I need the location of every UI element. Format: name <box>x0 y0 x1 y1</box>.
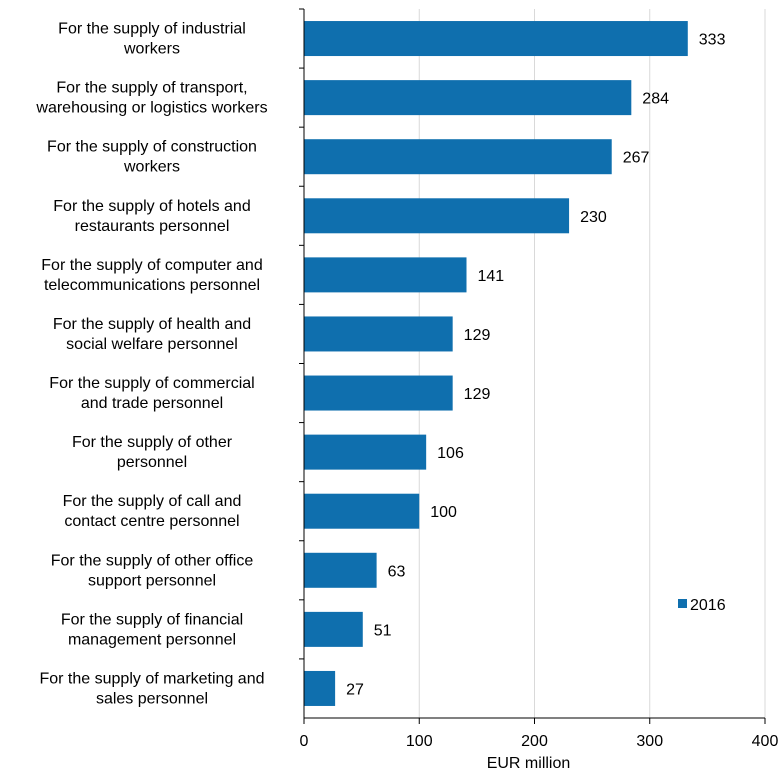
bar-10 <box>304 552 377 588</box>
bar-6 <box>304 316 453 352</box>
category-labels: For the supply of industrial workers For t… <box>35 21 267 708</box>
category-label-8: For the supply of other personnel <box>72 434 233 471</box>
data-label-4: 230 <box>580 209 607 226</box>
data-label-3: 267 <box>623 150 650 167</box>
bar-2 <box>304 80 632 116</box>
category-label-2: For the supply of transport, warehousing … <box>35 80 267 117</box>
x-tick-label-300: 300 <box>636 733 663 750</box>
bar-5 <box>304 257 467 293</box>
category-label-5: For the supply of computer and telecommun… <box>41 257 262 294</box>
data-label-1: 333 <box>699 32 726 49</box>
data-label-6: 129 <box>464 327 491 344</box>
data-label-9: 100 <box>430 504 457 521</box>
x-axis: 0 100 200 300 400 <box>299 8 779 750</box>
bar-3 <box>304 139 612 175</box>
category-label-10: For the supply of other office support pe… <box>51 552 254 589</box>
category-label-4: For the supply of hotels and restaurants … <box>53 198 250 235</box>
data-label-8: 106 <box>437 445 464 462</box>
bar-1 <box>304 21 688 57</box>
data-label-7: 129 <box>464 386 491 403</box>
legend: 2016 <box>678 597 726 614</box>
grid-lines <box>418 9 766 718</box>
data-labels: 333 284 267 230 141 129 129 106 100 63 51 27 <box>346 32 725 699</box>
data-label-5: 141 <box>478 268 505 285</box>
category-label-7: For the supply of commercial and trade pe… <box>49 375 254 412</box>
category-label-11: For the supply of financial management pe… <box>61 611 243 648</box>
x-axis-title: EUR million <box>487 755 571 772</box>
x-tick-label-400: 400 <box>752 733 779 750</box>
x-tick-label-0: 0 <box>300 733 309 750</box>
x-tick-label-200: 200 <box>521 733 548 750</box>
category-label-3: For the supply of construction workers <box>47 139 257 176</box>
category-label-6: For the supply of health and social welfa… <box>53 316 251 353</box>
bar-8 <box>304 434 427 470</box>
category-label-12: For the supply of marketing and sales per… <box>39 670 264 707</box>
data-label-12: 27 <box>346 681 364 698</box>
legend-label: 2016 <box>690 597 726 614</box>
bar-4 <box>304 198 570 234</box>
category-label-1: For the supply of industrial workers <box>58 21 246 58</box>
data-label-10: 63 <box>388 563 406 580</box>
bar-9 <box>304 493 420 529</box>
category-label-9: For the supply of call and contact centre… <box>63 493 242 530</box>
x-tick-label-100: 100 <box>406 733 433 750</box>
legend-swatch <box>678 599 687 608</box>
bar-7 <box>304 375 453 411</box>
bars <box>304 21 688 706</box>
bar-12 <box>304 670 336 706</box>
data-label-2: 284 <box>642 91 669 108</box>
data-label-11: 51 <box>374 622 392 639</box>
bar-11 <box>304 611 363 647</box>
